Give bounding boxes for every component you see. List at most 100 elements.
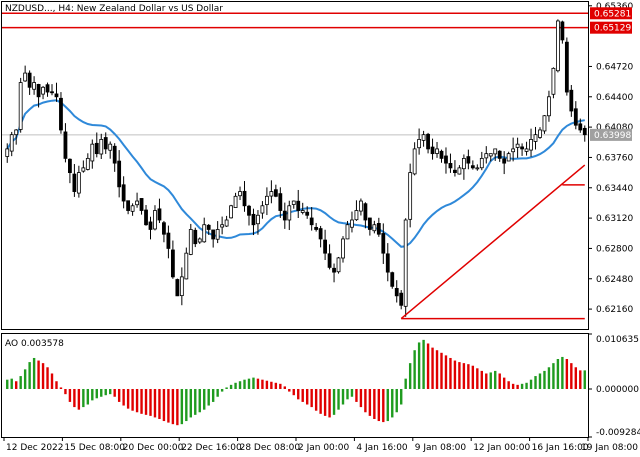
- candle-body: [421, 134, 426, 141]
- ao-tick-label: -0.009284: [596, 428, 640, 438]
- candle-body: [139, 198, 144, 211]
- candle-body: [350, 219, 354, 228]
- candle-body: [453, 169, 457, 174]
- ao-bar-down: [265, 380, 269, 389]
- ao-bar-down: [368, 388, 372, 416]
- candle-body: [5, 148, 10, 157]
- ao-bar-up: [422, 339, 425, 389]
- ao-bar-up: [211, 388, 215, 402]
- ao-bar-down: [301, 388, 304, 402]
- candle-body: [488, 153, 493, 157]
- ao-bar-down: [117, 388, 121, 402]
- candle-body: [430, 146, 435, 155]
- candle-body: [448, 163, 453, 169]
- candle-body: [18, 82, 23, 130]
- candle-body: [457, 167, 462, 175]
- ao-histogram-layer: [6, 339, 586, 426]
- ao-bar-up: [404, 378, 407, 389]
- ao-bar-up: [494, 370, 497, 389]
- candle-body: [408, 172, 413, 220]
- candle-body: [193, 229, 198, 245]
- ao-tick-label: 0.000000: [596, 385, 639, 395]
- ao-bar-up: [6, 379, 9, 389]
- candle-body: [569, 89, 574, 112]
- candle-body: [68, 158, 72, 174]
- ao-bar-down: [440, 352, 443, 389]
- ao-bar-down: [140, 388, 143, 414]
- candle-body: [323, 239, 328, 254]
- ao-bar-down: [176, 388, 179, 426]
- price-tick-label: 0.63120: [596, 214, 633, 224]
- candle-body: [184, 252, 189, 280]
- candle-body: [32, 82, 36, 90]
- ao-bar-up: [561, 356, 564, 389]
- candle-body: [99, 139, 104, 155]
- ao-bar-up: [538, 373, 542, 389]
- ao-bar-down: [59, 387, 63, 389]
- ao-bar-down: [310, 388, 313, 408]
- time-tick-label: 20 Dec 00:00: [123, 443, 184, 453]
- ao-bar-up: [525, 382, 528, 389]
- time-tick-label: 19 Jan 08:00: [581, 443, 638, 453]
- ao-bar-down: [319, 388, 322, 414]
- candle-body: [403, 219, 408, 307]
- candle-body: [560, 21, 565, 41]
- ao-bar-up: [247, 378, 251, 389]
- candle-body: [215, 229, 220, 240]
- ao-bar-down: [55, 381, 58, 389]
- ao-bar-up: [180, 388, 184, 425]
- candle-body: [108, 143, 113, 151]
- candle-body: [372, 224, 377, 232]
- time-tick-label: 2 Jan 00:00: [298, 443, 350, 453]
- candle-body: [542, 115, 547, 132]
- ao-bar-up: [19, 376, 22, 389]
- candle-body: [515, 143, 520, 148]
- ao-bar-up: [583, 370, 586, 389]
- current-price-label: 0.63998: [594, 131, 631, 141]
- time-tick-label: 12 Jan 00:00: [473, 443, 530, 453]
- candle-body: [41, 86, 45, 95]
- candle-body: [269, 191, 274, 197]
- price-tick-label: 0.64720: [596, 62, 633, 72]
- ao-bar-down: [261, 379, 264, 389]
- candle-body: [117, 160, 122, 188]
- candle-body: [291, 200, 296, 205]
- ao-bar-down: [382, 388, 385, 423]
- ao-bar-down: [41, 363, 45, 389]
- ao-tick-label: 0.010635: [596, 335, 639, 345]
- ao-bar-down: [77, 388, 81, 410]
- candle-body: [175, 279, 180, 297]
- candle-body: [479, 157, 484, 169]
- ao-bar-down: [314, 388, 318, 411]
- candle-body: [538, 129, 542, 138]
- price-tick-label: 0.62160: [596, 305, 633, 315]
- candle-body: [547, 96, 551, 117]
- candle-body: [287, 205, 292, 221]
- candle-body: [63, 131, 68, 159]
- ao-bar-up: [207, 388, 210, 406]
- ao-bar-down: [502, 377, 506, 389]
- candle-body: [264, 195, 269, 206]
- ao-bar-down: [449, 357, 452, 389]
- ao-bar-up: [189, 388, 192, 418]
- candle-body: [529, 139, 533, 151]
- candle-body: [247, 205, 251, 216]
- candle-body: [417, 139, 422, 149]
- ao-bar-down: [485, 373, 488, 389]
- ao-bar-up: [10, 378, 13, 389]
- ao-bar-down: [126, 388, 130, 409]
- ao-bar-down: [570, 363, 573, 389]
- price-tick-label: 0.64400: [596, 93, 633, 103]
- candle-body: [130, 205, 135, 212]
- candle-body: [23, 72, 28, 82]
- ao-bar-up: [520, 383, 524, 389]
- candle-body: [157, 208, 162, 221]
- candle-body: [363, 203, 368, 221]
- ao-bar-up: [413, 350, 416, 389]
- ao-bar-up: [547, 367, 551, 389]
- candle-body: [376, 223, 381, 235]
- ao-bar-down: [462, 363, 466, 389]
- price-tick-label: 0.64080: [596, 123, 633, 133]
- candle-body: [533, 134, 538, 142]
